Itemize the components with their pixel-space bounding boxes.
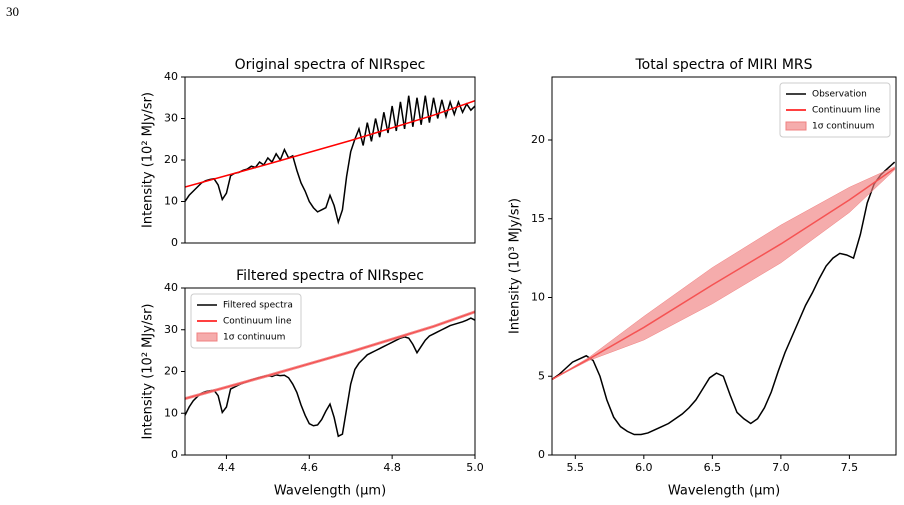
legend-box [190, 293, 302, 349]
chart-title: Original spectra of NIRspec [235, 57, 426, 73]
chart-title: Filtered spectra of NIRspec [236, 268, 424, 284]
legend-label: 1σ continuum [812, 122, 874, 132]
y-tick-label: 40 [164, 70, 178, 83]
y-tick-label: 0 [171, 236, 178, 249]
legend-swatch [785, 121, 807, 131]
legend-label: Observation [812, 90, 867, 100]
chart-title: Total spectra of MIRI MRS [634, 57, 812, 73]
y-tick-label: 10 [531, 291, 545, 304]
y-tick-label: 40 [164, 281, 178, 294]
x-axis-label: Wavelength (μm) [668, 484, 780, 499]
x-tick-label: 6.5 [704, 461, 722, 474]
x-tick-label: 4.4 [218, 461, 236, 474]
y-axis-label: Intensity (10² MJy/sr) [141, 304, 156, 440]
plot-area [185, 310, 475, 438]
legend-label: Continuum line [812, 106, 881, 116]
series-line [185, 317, 475, 438]
y-axis-label: Intensity (10² MJy/sr) [141, 92, 156, 228]
x-tick-label: 5.0 [466, 461, 484, 474]
legend-label: Filtered spectra [223, 301, 293, 311]
legend-swatch [196, 332, 218, 342]
axes-frame [551, 76, 897, 456]
y-tick-label: 10 [164, 406, 178, 419]
y-tick-label: 20 [531, 133, 545, 146]
y-tick-label: 20 [164, 365, 178, 378]
confidence-band [552, 166, 895, 380]
legend-box [779, 82, 891, 138]
plot-area [185, 95, 475, 225]
x-tick-label: 7.0 [772, 461, 790, 474]
y-tick-label: 10 [164, 195, 178, 208]
x-axis-label: Wavelength (μm) [274, 484, 386, 499]
x-tick-label: 6.0 [635, 461, 653, 474]
y-tick-label: 0 [538, 448, 545, 461]
x-tick-label: 4.8 [383, 461, 401, 474]
x-tick-label: 7.5 [841, 461, 859, 474]
plot-area [552, 161, 896, 436]
legend-label: 1σ continuum [223, 333, 285, 343]
x-tick-label: 4.6 [301, 461, 319, 474]
y-tick-label: 30 [164, 112, 178, 125]
axes-frame [184, 76, 476, 244]
y-tick-label: 0 [171, 448, 178, 461]
y-tick-label: 5 [538, 369, 545, 382]
page-number: 30 [6, 4, 19, 19]
series-line [185, 95, 475, 225]
legend-label: Continuum line [223, 317, 292, 327]
confidence-band [185, 310, 475, 401]
y-tick-label: 15 [531, 212, 545, 225]
y-tick-label: 20 [164, 153, 178, 166]
series-line [552, 161, 896, 436]
series-line [185, 99, 475, 188]
y-axis-label: Intensity (10³ MJy/sr) [508, 198, 523, 334]
y-tick-label: 30 [164, 323, 178, 336]
x-tick-label: 5.5 [567, 461, 585, 474]
